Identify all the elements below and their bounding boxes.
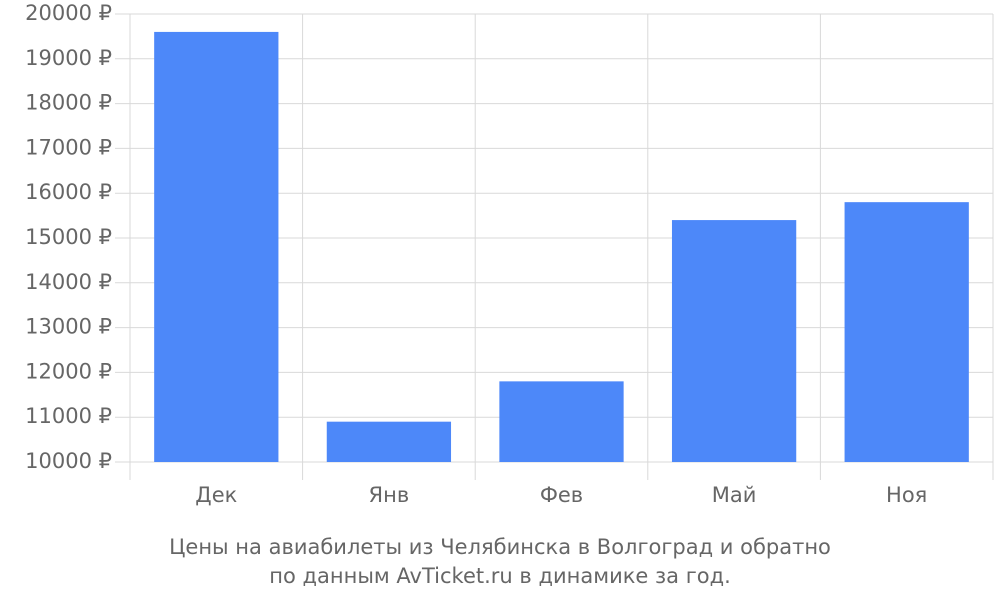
x-tick-label: Ноя bbox=[886, 483, 927, 507]
bar bbox=[499, 381, 624, 462]
chart-title: Цены на авиабилеты из Челябинска в Волго… bbox=[169, 535, 831, 559]
y-tick-label: 18000 ₽ bbox=[25, 91, 112, 115]
y-tick-label: 15000 ₽ bbox=[25, 225, 112, 249]
bar bbox=[326, 421, 452, 462]
y-tick-label: 11000 ₽ bbox=[25, 404, 112, 428]
y-tick-label: 17000 ₽ bbox=[25, 135, 112, 159]
y-tick-label: 20000 ₽ bbox=[25, 1, 112, 25]
y-tick-label: 10000 ₽ bbox=[25, 449, 112, 473]
x-tick-label: Фев bbox=[540, 483, 583, 507]
bar bbox=[844, 202, 969, 462]
y-tick-label: 19000 ₽ bbox=[25, 46, 112, 70]
chart-subtitle: по данным AvTicket.ru в динамике за год. bbox=[269, 564, 731, 588]
bar bbox=[671, 220, 797, 462]
x-tick-label: Май bbox=[712, 483, 757, 507]
y-tick-label: 14000 ₽ bbox=[25, 270, 112, 294]
y-tick-label: 13000 ₽ bbox=[25, 315, 112, 339]
x-tick-label: Янв bbox=[369, 483, 410, 507]
y-tick-label: 12000 ₽ bbox=[25, 359, 112, 383]
y-tick-label: 16000 ₽ bbox=[25, 180, 112, 204]
x-tick-label: Дек bbox=[195, 483, 237, 507]
bar bbox=[154, 31, 279, 462]
